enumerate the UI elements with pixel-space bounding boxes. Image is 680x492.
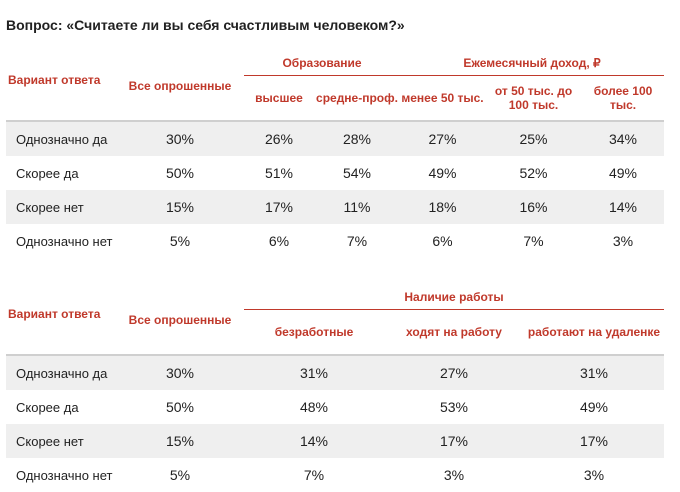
table-body: Однозначно да 30% 31% 27% 31% Скорее да 50% 48%… bbox=[6, 355, 665, 492]
table-row: Однозначно нет 5% 6% 7% 6% 7% 3% bbox=[6, 224, 665, 258]
column-header-unemployed: безработные bbox=[244, 309, 384, 354]
cell-value: 28% bbox=[314, 121, 400, 156]
cell-value: 51% bbox=[244, 156, 314, 190]
column-header-remote: работают на удаленке bbox=[524, 309, 665, 354]
row-label: Скорее нет bbox=[6, 424, 116, 458]
cell-value: 6% bbox=[400, 224, 485, 258]
cell-value: 15% bbox=[116, 424, 244, 458]
column-header-vocational: средне-проф. bbox=[314, 75, 400, 120]
cell-value: 17% bbox=[384, 424, 524, 458]
column-header-variant: Вариант ответа bbox=[8, 307, 101, 321]
column-header-income-mid: от 50 тыс. до 100 тыс. bbox=[485, 75, 582, 120]
page-title: Вопрос: «Считаете ли вы себя счастливым … bbox=[6, 17, 405, 33]
cell-value: 54% bbox=[314, 156, 400, 190]
cell-value: 49% bbox=[582, 156, 665, 190]
row-label: Скорее да bbox=[6, 390, 116, 424]
cell-value: 25% bbox=[485, 121, 582, 156]
column-header-income-low: менее 50 тыс. bbox=[400, 75, 485, 120]
cell-value: 49% bbox=[524, 390, 665, 424]
cell-value: 7% bbox=[244, 458, 384, 492]
cell-value: 50% bbox=[116, 390, 244, 424]
cell-value: 30% bbox=[116, 121, 244, 156]
cell-value: 48% bbox=[244, 390, 384, 424]
row-label: Скорее да bbox=[6, 156, 116, 190]
cell-value: 52% bbox=[485, 156, 582, 190]
cell-value: 26% bbox=[244, 121, 314, 156]
row-label: Скорее нет bbox=[6, 190, 116, 224]
table-body: Однозначно да 30% 26% 28% 27% 25% 34% Скорее да… bbox=[6, 121, 665, 258]
row-label: Однозначно да bbox=[6, 121, 116, 156]
cell-value: 14% bbox=[244, 424, 384, 458]
cell-value: 31% bbox=[524, 355, 665, 390]
column-header-variant: Вариант ответа bbox=[8, 73, 101, 87]
cell-value: 7% bbox=[485, 224, 582, 258]
row-label: Однозначно да bbox=[6, 355, 116, 390]
table-row: Однозначно нет 5% 7% 3% 3% bbox=[6, 458, 665, 492]
table-row: Скорее да 50% 48% 53% 49% bbox=[6, 390, 665, 424]
cell-value: 31% bbox=[244, 355, 384, 390]
cell-value: 30% bbox=[116, 355, 244, 390]
table-row: Однозначно да 30% 31% 27% 31% bbox=[6, 355, 665, 390]
cell-value: 11% bbox=[314, 190, 400, 224]
group-header-income: Ежемесячный доход, ₽ bbox=[463, 56, 601, 70]
column-header-all: Все опрошенные bbox=[128, 78, 232, 93]
cell-value: 14% bbox=[582, 190, 665, 224]
cell-value: 34% bbox=[582, 121, 665, 156]
cell-value: 27% bbox=[384, 355, 524, 390]
cell-value: 3% bbox=[582, 224, 665, 258]
cell-value: 15% bbox=[116, 190, 244, 224]
cell-value: 5% bbox=[116, 458, 244, 492]
cell-value: 53% bbox=[384, 390, 524, 424]
table-employment: Вариант ответа Все опрошенные Наличие ра… bbox=[6, 285, 665, 492]
cell-value: 27% bbox=[400, 121, 485, 156]
cell-value: 18% bbox=[400, 190, 485, 224]
cell-value: 17% bbox=[244, 190, 314, 224]
table-row: Однозначно да 30% 26% 28% 27% 25% 34% bbox=[6, 121, 665, 156]
column-header-higher: высшее bbox=[244, 75, 314, 120]
cell-value: 5% bbox=[116, 224, 244, 258]
table-education-income: Вариант ответа Все опрошенные Образовани… bbox=[6, 51, 665, 258]
cell-value: 49% bbox=[400, 156, 485, 190]
table-row: Скорее да 50% 51% 54% 49% 52% 49% bbox=[6, 156, 665, 190]
column-header-all: Все опрошенные bbox=[128, 312, 232, 327]
column-header-income-high: более 100 тыс. bbox=[582, 75, 665, 120]
cell-value: 50% bbox=[116, 156, 244, 190]
table-row: Скорее нет 15% 14% 17% 17% bbox=[6, 424, 665, 458]
row-label: Однозначно нет bbox=[6, 458, 116, 492]
group-header-education: Образование bbox=[282, 56, 362, 70]
cell-value: 17% bbox=[524, 424, 665, 458]
row-label: Однозначно нет bbox=[6, 224, 116, 258]
table-row: Скорее нет 15% 17% 11% 18% 16% 14% bbox=[6, 190, 665, 224]
cell-value: 7% bbox=[314, 224, 400, 258]
group-header-employment: Наличие работы bbox=[404, 290, 504, 304]
cell-value: 3% bbox=[524, 458, 665, 492]
cell-value: 6% bbox=[244, 224, 314, 258]
column-header-office: ходят на работу bbox=[384, 309, 524, 354]
cell-value: 3% bbox=[384, 458, 524, 492]
cell-value: 16% bbox=[485, 190, 582, 224]
